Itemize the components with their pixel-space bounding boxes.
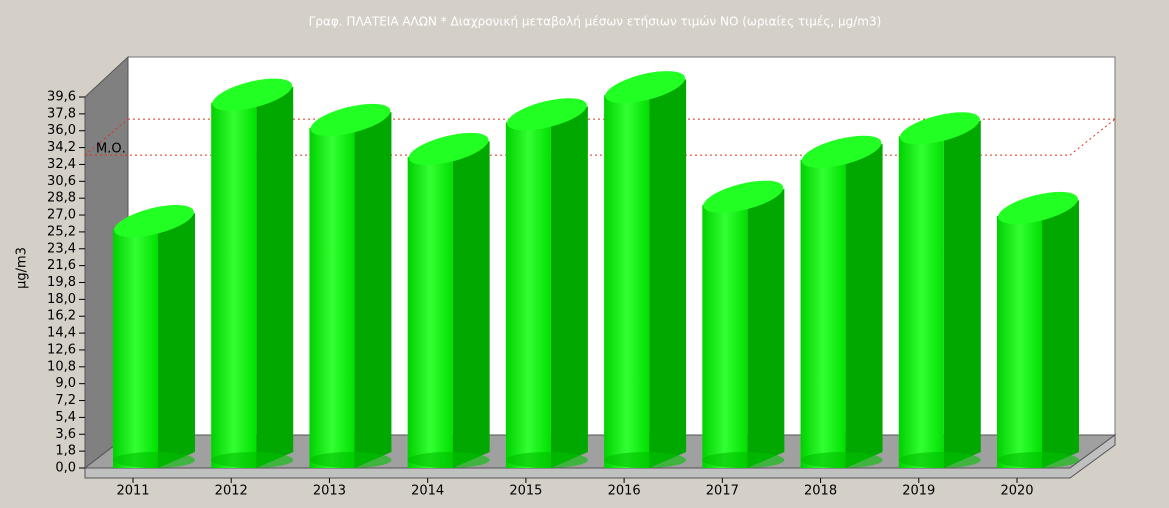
bar-base	[800, 452, 883, 468]
bar-base	[309, 452, 392, 468]
y-tick-label: 21,6	[47, 258, 76, 273]
bar-side	[256, 86, 294, 468]
y-tick-label: 19,8	[47, 275, 76, 290]
bar-side	[158, 213, 195, 468]
bar-side	[1042, 199, 1079, 468]
bar-base	[702, 452, 785, 468]
mean-line-left	[84, 118, 129, 156]
bar-base	[898, 452, 981, 468]
x-tick-label: 2017	[706, 484, 739, 499]
y-tick-label: 37,8	[47, 106, 76, 121]
x-tick-label: 2015	[509, 484, 542, 499]
bar	[702, 204, 748, 468]
x-tick-label: 2016	[608, 484, 641, 499]
y-tick-label: 14,4	[47, 326, 76, 341]
x-tick-label: 2014	[411, 484, 444, 499]
bar-base	[407, 452, 490, 468]
bar	[505, 122, 551, 468]
y-tick-label: 3,6	[55, 427, 76, 442]
chart-title: Γραφ. ΠΛΑΤΕΙΑ ΑΛΩΝ * Διαχρονική μεταβολή…	[309, 15, 882, 29]
y-tick-label: 9,0	[55, 376, 76, 391]
bar-top	[998, 191, 1078, 225]
bar-base	[113, 452, 195, 468]
bar	[898, 136, 944, 468]
y-tick-label: 16,2	[47, 309, 76, 324]
bar-side	[354, 111, 392, 469]
bar-side	[550, 106, 588, 468]
x-tick-label: 2012	[215, 484, 248, 499]
bar-top	[703, 180, 784, 213]
bar-side	[943, 120, 981, 469]
bar-top	[212, 78, 293, 111]
y-tick-label: 5,4	[55, 410, 76, 425]
bar-side	[747, 188, 785, 468]
bar	[997, 215, 1042, 468]
bar-base	[211, 452, 294, 468]
floor-edge	[84, 434, 1116, 479]
y-axis-label: μg/m3	[15, 247, 30, 289]
y-tick-label: 27,0	[47, 208, 76, 223]
bar	[211, 102, 257, 468]
bar-side	[452, 140, 490, 468]
y-tick-label: 1,8	[55, 444, 76, 459]
bar-base	[604, 452, 687, 468]
y-tick-label: 10,8	[47, 359, 76, 374]
y-tick-label: 34,2	[47, 140, 76, 155]
y-tick-label: 30,6	[47, 174, 76, 189]
x-tick-label: 2013	[313, 484, 346, 499]
bar-side	[845, 143, 883, 468]
bar-top	[114, 205, 194, 238]
y-tick-label: 18,0	[47, 292, 76, 307]
bar-top	[605, 71, 686, 104]
y-tick-label: 25,2	[47, 224, 76, 239]
bar-top	[801, 135, 882, 168]
bar-side	[649, 79, 687, 469]
bar	[604, 95, 650, 469]
x-tick-label: 2011	[116, 484, 149, 499]
mean-label: Μ.Ο.	[96, 142, 126, 157]
bar-top	[408, 132, 489, 166]
bar	[309, 127, 355, 469]
x-tick-label: 2020	[1000, 484, 1033, 499]
y-tick-label: 28,8	[47, 191, 76, 206]
bar-base	[997, 452, 1079, 468]
bar-base	[505, 452, 588, 468]
y-tick-label: 23,4	[47, 241, 76, 256]
y-tick-label: 32,4	[47, 157, 76, 172]
y-tick-label: 36,0	[47, 123, 76, 138]
x-tick-label: 2018	[804, 484, 837, 499]
bar	[407, 156, 453, 468]
y-tick-label: 7,2	[55, 393, 76, 408]
bar-top	[310, 103, 391, 136]
bar-top	[506, 98, 587, 131]
bar	[800, 159, 846, 468]
y-tick-label: 39,6	[47, 90, 76, 105]
y-tick-label: 12,6	[47, 342, 76, 357]
bar-top	[899, 112, 980, 145]
y-tick-label: 0,0	[55, 461, 76, 476]
x-tick-label: 2019	[902, 484, 935, 499]
bar	[113, 229, 158, 468]
